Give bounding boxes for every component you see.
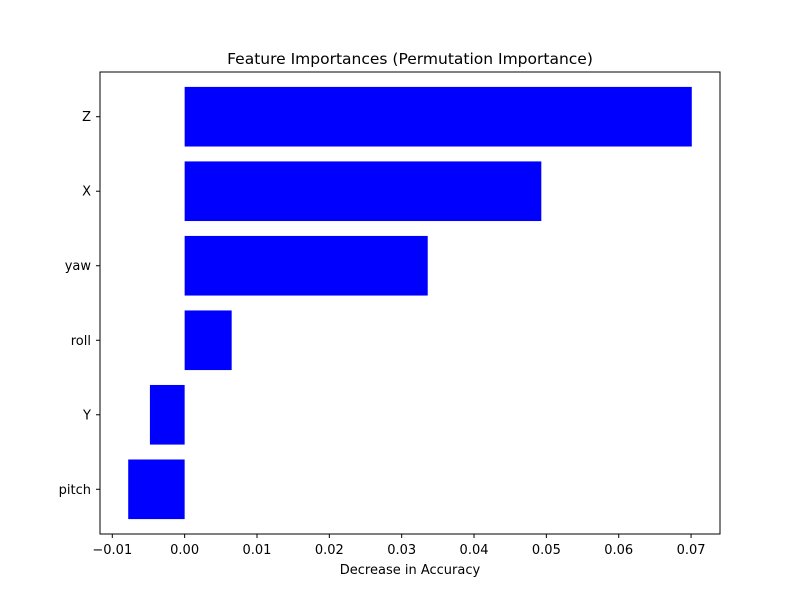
y-tick-label: X <box>82 185 91 200</box>
bar-y <box>149 384 185 445</box>
bars-layer <box>128 86 692 520</box>
x-tick-label: 0.06 <box>604 543 633 558</box>
chart-title: Feature Importances (Permutation Importa… <box>227 50 593 68</box>
y-tick-label: Z <box>82 110 91 125</box>
bar-x <box>184 161 542 222</box>
plot-frame <box>99 71 721 535</box>
bar-yaw <box>184 235 428 296</box>
x-axis: −0.01 0.00 0.01 0.02 0.03 0.04 0.05 0.06 0.07 <box>92 534 706 558</box>
bar-pitch <box>128 459 185 520</box>
x-axis-label: Decrease in Accuracy <box>340 563 481 578</box>
y-tick-label: yaw <box>65 259 92 274</box>
x-tick-label: 0.04 <box>460 543 489 558</box>
x-tick-label: 0.01 <box>243 543 272 558</box>
x-tick-label: −0.01 <box>92 543 132 558</box>
x-tick-label: 0.02 <box>315 543 344 558</box>
bar-z <box>184 86 692 147</box>
x-tick-label: 0.03 <box>387 543 416 558</box>
y-tick-label: pitch <box>59 483 91 498</box>
x-tick-label: 0.05 <box>532 543 561 558</box>
y-tick-label: roll <box>71 334 91 349</box>
y-tick-label: Y <box>82 408 91 423</box>
bar-roll <box>184 310 232 371</box>
x-tick-label: 0.07 <box>677 543 706 558</box>
x-tick-label: 0.00 <box>170 543 199 558</box>
